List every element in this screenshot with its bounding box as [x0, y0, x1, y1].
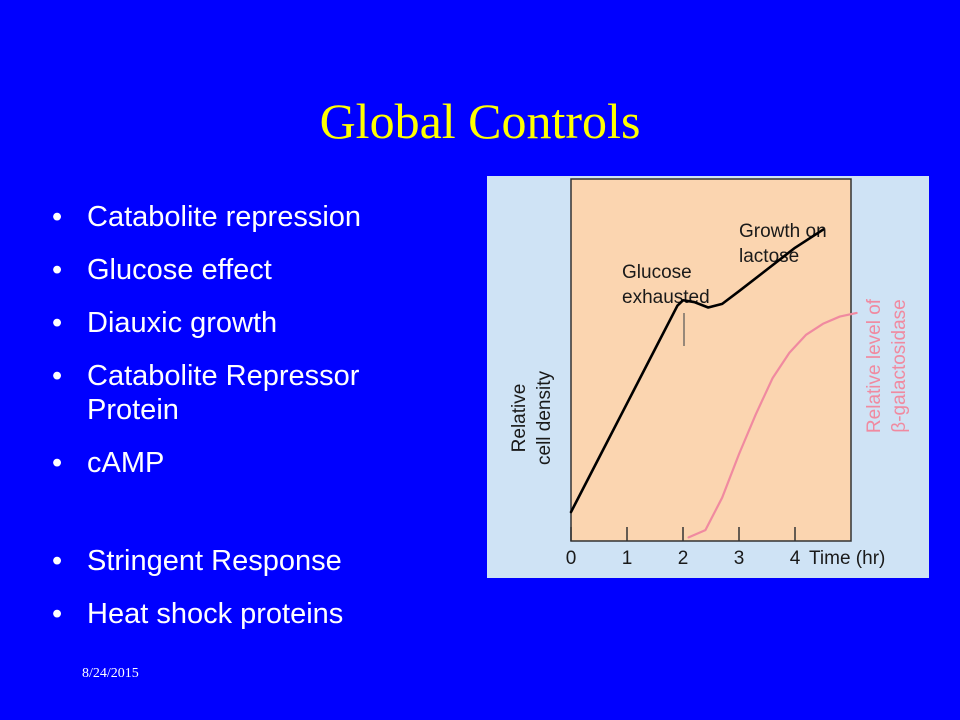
bullet-glyph: • — [52, 201, 63, 233]
y-axis-label: Relative cell density — [509, 371, 555, 465]
bullet-text: Catabolite repression — [87, 201, 362, 233]
bullet-glyph: • — [52, 545, 63, 577]
chart-svg: 0 1 2 3 4 Time (hr) Relative cell density Re… — [487, 176, 929, 578]
x-tick-label: 4 — [790, 548, 801, 569]
annotation-glucose-exhausted-line2: exhausted — [622, 287, 710, 308]
y-axis-label-line2: cell density — [534, 371, 555, 465]
y2-axis-label-line1: Relative level of — [864, 298, 885, 433]
bullet-list: • Catabolite repression • Glucose effect •… — [52, 200, 457, 650]
bullet-item: • Glucose effect — [52, 253, 457, 287]
annotation-growth-on-lactose-line2: lactose — [739, 246, 799, 267]
diauxic-growth-chart: 0 1 2 3 4 Time (hr) Relative cell density Re… — [487, 176, 929, 578]
x-axis-label: Time (hr) — [809, 548, 885, 569]
bullet-item: • cAMP — [52, 446, 457, 480]
x-tick-label: 1 — [622, 548, 633, 569]
series-line-beta-galactosidase — [687, 311, 858, 539]
y2-axis-label-line2: β-galactosidase — [889, 299, 910, 432]
x-tick-marks — [570, 527, 796, 541]
series-line-cell-density — [569, 228, 825, 514]
slide-title: Global Controls — [319, 93, 641, 149]
annotation-glucose-exhausted-line1: Glucose — [622, 262, 692, 283]
bullet-text: Diauxic growth — [87, 307, 278, 339]
bullet-glyph: • — [52, 447, 63, 479]
bullet-item: • Stringent Response — [52, 544, 457, 578]
y-axis-label-line1: Relative — [509, 384, 530, 453]
x-tick-label: 0 — [566, 548, 577, 569]
bullet-text: Heat shock proteins — [87, 598, 344, 630]
plot-panel — [570, 178, 852, 542]
x-tick-labels: 0 1 2 3 4 — [566, 548, 801, 569]
bullet-item: • Catabolite repression — [52, 200, 457, 234]
bullet-text: Stringent Response — [87, 545, 342, 577]
bullet-glyph: • — [52, 307, 63, 339]
bullet-glyph: • — [52, 598, 63, 630]
bullet-item: • Diauxic growth — [52, 306, 457, 340]
annotation-growth-on-lactose-line1: Growth on — [739, 221, 827, 242]
x-tick-label: 3 — [734, 548, 745, 569]
series-layer — [569, 228, 858, 539]
bullet-text: cAMP — [87, 447, 165, 479]
bullet-glyph: • — [52, 360, 63, 392]
y2-axis-label: Relative level of β-galactosidase — [864, 298, 910, 433]
bullet-text: Glucose effect — [87, 254, 272, 286]
bullet-item: • Catabolite Repressor Protein — [52, 359, 457, 427]
bullet-item: • Heat shock proteins — [52, 597, 457, 631]
bullet-glyph: • — [52, 254, 63, 286]
slide-date: 8/24/2015 — [82, 666, 139, 681]
x-tick-label: 2 — [678, 548, 689, 569]
bullet-text: Catabolite Repressor Protein — [87, 360, 360, 426]
